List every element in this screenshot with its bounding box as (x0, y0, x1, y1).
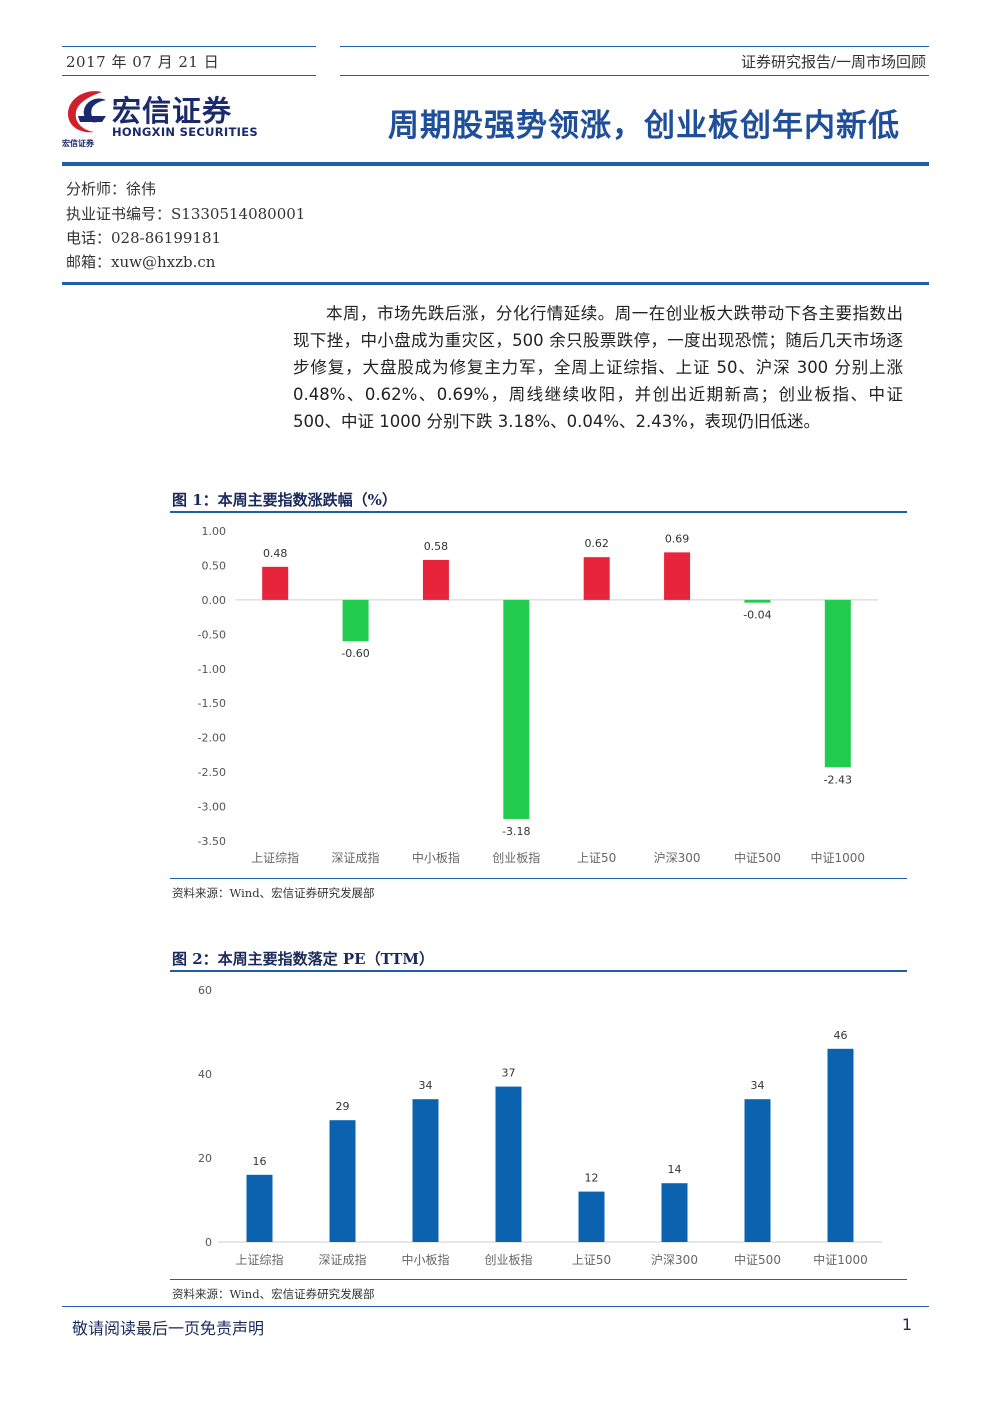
bar (262, 566, 289, 600)
bar (329, 1120, 356, 1242)
x-tick-label: 中证1000 (813, 1252, 868, 1267)
x-tick-label: 创业板指 (492, 850, 540, 865)
bar (744, 1099, 771, 1242)
x-tick-label: 上证综指 (235, 1252, 283, 1267)
report-title: 周期股强势领涨，创业板创年内新低 (388, 108, 900, 144)
bar (503, 599, 530, 819)
x-tick-label: 创业板指 (484, 1252, 532, 1267)
figure-1-chart: 1.00 0.50 0.00 -0.50 -1.00 -1.50 -2.00 -2.50 -3.… (198, 525, 878, 865)
x-tick-label: 沪深300 (651, 1253, 698, 1267)
data-label: 0.48 (263, 547, 288, 560)
page-number: 1 (901, 1315, 912, 1334)
figure-2-bottom-rule (170, 1279, 907, 1280)
bar (412, 1099, 439, 1242)
y-tick-label: 20 (198, 1152, 212, 1165)
data-label: -2.43 (824, 773, 852, 786)
data-label: 0.58 (424, 540, 449, 553)
figure-1-bottom-rule (170, 878, 907, 879)
x-tick-label: 上证50 (572, 1253, 611, 1267)
x-tick-label: 中证1000 (811, 850, 866, 865)
x-tick-label: 中小板指 (401, 1252, 449, 1267)
y-tick-label: 0.50 (202, 559, 227, 572)
y-tick-label: 0.00 (202, 594, 227, 607)
data-label: 34 (751, 1079, 765, 1092)
x-tick-label: 上证50 (577, 851, 616, 865)
y-tick-label: -3.00 (198, 801, 226, 814)
bar (422, 559, 449, 600)
x-tick-label: 沪深300 (654, 851, 701, 865)
y-tick-label: -2.50 (198, 766, 226, 779)
bar (661, 1183, 688, 1242)
data-label: 12 (585, 1172, 599, 1185)
bar (744, 599, 771, 603)
data-label: 16 (253, 1155, 267, 1168)
analyst-name: 分析师：徐伟 (66, 180, 157, 198)
x-tick-label: 中证500 (734, 1252, 781, 1267)
logo-mark-icon (68, 91, 106, 133)
x-tick-label: 深证成指 (318, 1252, 366, 1267)
figure-1-top-rule (170, 511, 907, 513)
figure-2-source: 资料来源：Wind、宏信证券研究发展部 (172, 1287, 375, 1301)
y-tick-label: -3.50 (198, 835, 226, 848)
y-tick-label: -1.50 (198, 697, 226, 710)
header-rule-left-bottom (62, 75, 316, 76)
x-tick-label: 中小板指 (412, 850, 460, 865)
y-tick-label: 1.00 (202, 525, 227, 538)
header-rule-right-bottom (340, 75, 929, 76)
analyst-phone: 电话：028-86199181 (66, 229, 222, 247)
data-label: -3.18 (502, 825, 530, 838)
x-tick-label: 深证成指 (332, 850, 380, 865)
x-tick-label: 中证500 (734, 850, 781, 865)
data-label: 0.62 (584, 537, 609, 550)
analyst-rule (62, 282, 929, 285)
y-tick-label: -2.00 (198, 732, 226, 745)
x-tick-label: 上证综指 (251, 850, 299, 865)
footer-disclaimer: 敬请阅读最后一页免责声明 (72, 1319, 265, 1338)
figure-2-top-rule (170, 970, 907, 972)
logo-small-cn: 宏信证券 (62, 139, 94, 148)
y-tick-label: 0 (205, 1236, 212, 1249)
data-label: 46 (834, 1029, 848, 1042)
bar (342, 599, 369, 642)
y-tick-label: -1.00 (198, 663, 226, 676)
y-tick-label: 60 (198, 984, 212, 997)
bar (578, 1191, 605, 1242)
data-label: 37 (502, 1067, 516, 1080)
y-tick-label: -0.50 (198, 628, 226, 641)
figure-2-title: 图 2：本周主要指数落定 PE（TTM） (172, 950, 434, 968)
footer-rule (62, 1306, 929, 1307)
figure-2-chart: 60 40 20 0 16 上证综指 29 深证成指 34 中小板指 37 创业板指 12 上证50 14 沪… (198, 984, 882, 1267)
summary-paragraph: 本周，市场先跌后涨，分化行情延续。周一在创业板大跌带动下各主要指数出现下挫，中小… (293, 304, 903, 431)
bar (583, 557, 610, 600)
data-label: 29 (336, 1100, 350, 1113)
logo-name-en: HONGXIN SECURITIES (112, 125, 258, 139)
logo-name-cn: 宏信证券 (112, 94, 233, 128)
header-rule-right (340, 46, 929, 47)
data-label: 0.69 (665, 532, 690, 545)
header-rule-left (62, 46, 316, 47)
y-tick-label: 40 (198, 1068, 212, 1081)
data-label: -0.60 (341, 647, 369, 660)
bar (664, 552, 691, 600)
bar (824, 599, 851, 768)
title-rule (62, 162, 929, 166)
analyst-cert: 执业证书编号：S1330514080001 (66, 205, 306, 223)
data-label: 14 (668, 1163, 682, 1176)
bar (246, 1174, 273, 1242)
data-label: 34 (419, 1079, 433, 1092)
figure-1-source: 资料来源：Wind、宏信证券研究发展部 (172, 886, 375, 900)
report-date: 2017 年 07 月 21 日 (66, 53, 220, 71)
analyst-email: 邮箱：xuw@hxzb.cn (66, 253, 216, 271)
report-type: 证券研究报告/一周市场回顾 (740, 53, 926, 71)
data-label: -0.04 (743, 609, 771, 622)
bar (827, 1048, 854, 1242)
bar (495, 1086, 522, 1242)
figure-1-title: 图 1：本周主要指数涨跌幅（%） (172, 491, 397, 509)
company-logo: 宏信证券 HONGXIN SECURITIES 宏信证券 (62, 86, 272, 150)
